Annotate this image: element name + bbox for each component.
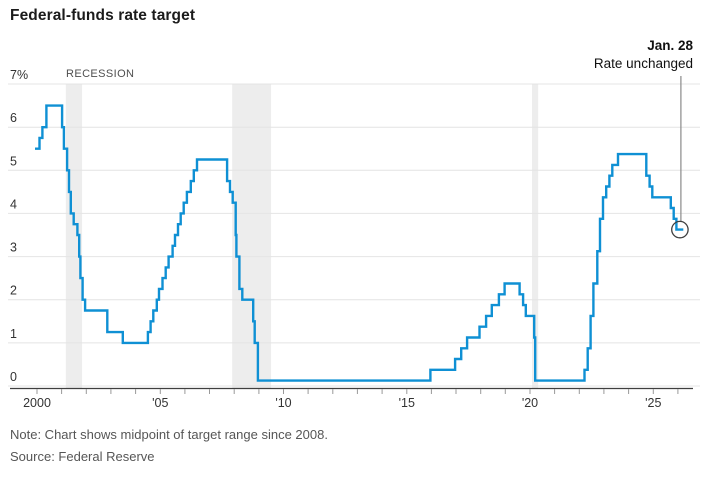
recession-band — [65, 84, 83, 389]
y-axis-tick-label: 3 — [10, 241, 17, 255]
recession-band — [532, 84, 539, 389]
annotation-date-label: Jan. 28 — [647, 38, 693, 53]
recession-band — [232, 84, 272, 389]
y-axis-tick-label: 5 — [10, 154, 17, 168]
y-axis-tick-label: 0 — [10, 370, 17, 384]
x-axis-tick-label: '15 — [399, 396, 415, 410]
end-annotation: Jan. 28 Rate unchanged — [594, 37, 693, 73]
y-axis-tick-label: 2 — [10, 284, 17, 298]
recession-label: RECESSION — [66, 68, 135, 80]
y-axis-tick-label: 1 — [10, 327, 17, 341]
x-axis-tick-label: 2000 — [23, 396, 51, 410]
x-axis-tick-label: '20 — [522, 396, 538, 410]
x-axis-tick-label: '25 — [645, 396, 661, 410]
end-marker-ring — [671, 220, 689, 239]
x-axis-tick-label: '05 — [152, 396, 168, 410]
chart-title: Federal-funds rate target — [10, 7, 196, 24]
y-axis-tick-label: 4 — [10, 197, 17, 211]
chart-source: Source: Federal Reserve — [10, 449, 155, 464]
rate-step-line — [35, 104, 684, 382]
x-axis-tick-label: '10 — [275, 396, 291, 410]
chart-note: Note: Chart shows midpoint of target ran… — [10, 427, 328, 442]
y-axis-tick-label: 7% — [10, 68, 28, 82]
annotation-text: Rate unchanged — [593, 56, 693, 71]
y-axis-tick-label: 6 — [10, 111, 17, 125]
